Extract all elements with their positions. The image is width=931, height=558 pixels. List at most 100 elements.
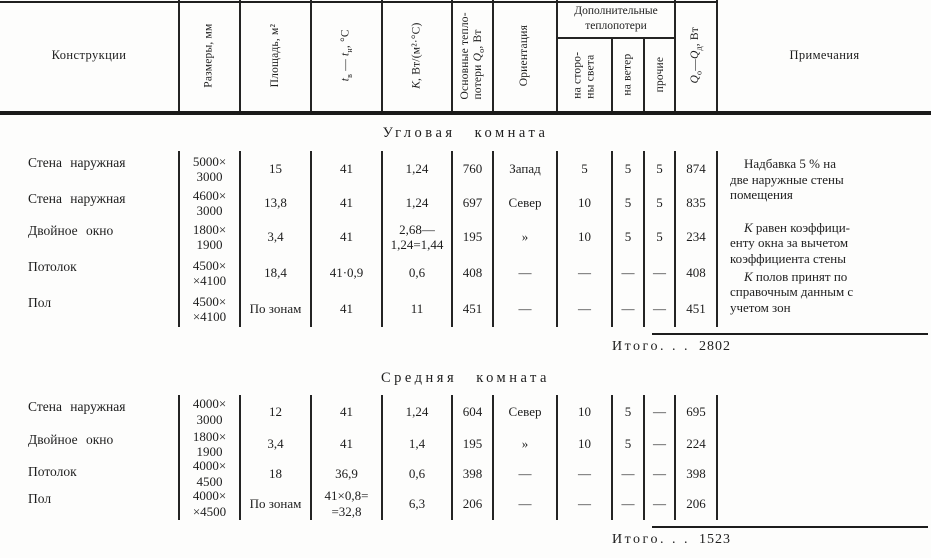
cell-add_other: 5 — [645, 219, 676, 255]
cell-dt: 41 — [312, 291, 383, 327]
k-symbol: К — [410, 80, 423, 89]
cell-q0: 398 — [453, 460, 494, 487]
note-paragraph: Надбавка 5 % на две наружные стены помещ… — [730, 156, 925, 203]
cell-dimensions: 4000× 3000 — [180, 395, 241, 428]
cell-add_other: — — [645, 460, 676, 487]
header-notes-label: Примечания — [789, 48, 860, 62]
unit: , Вт/(м²·°С) — [410, 22, 423, 81]
note-paragraph: К равен коэффици- енту окна за вычетом к… — [730, 220, 925, 267]
header-construction-label: Конструкции — [51, 48, 127, 62]
cell-k: 2,68— 1,24=1,44 — [383, 219, 453, 255]
cell-qsum: 451 — [676, 291, 718, 327]
cell-dt: 41 — [312, 395, 383, 428]
cell-k: 0,6 — [383, 460, 453, 487]
cell-construction: Пол — [0, 487, 180, 520]
cell-dt: 41 — [312, 428, 383, 460]
cell-qsum: 224 — [676, 428, 718, 460]
cell-add_wind: 5 — [613, 219, 645, 255]
cell-qsum: 398 — [676, 460, 718, 487]
label-line: Основные тепло- — [458, 11, 471, 100]
t-symbol: t — [339, 52, 352, 57]
cell-add_sides: — — [558, 460, 613, 487]
table-top-rule — [0, 1, 718, 3]
cell-orientation: » — [494, 428, 558, 460]
total-rule — [652, 333, 928, 335]
cell-area: 13,8 — [241, 187, 312, 219]
cell-dt: 41×0,8= =32,8 — [312, 487, 383, 520]
label-line: Дополнительные — [574, 5, 658, 18]
label-line: теплопотери — [585, 19, 647, 32]
cell-construction: Двойное окно — [0, 428, 180, 460]
cell-construction: Пол — [0, 291, 180, 327]
cell-dimensions: 4000× 4500 — [180, 458, 241, 489]
cell-construction: Стена наружная — [0, 151, 180, 187]
cell-dt: 41 — [312, 151, 383, 187]
cell-orientation: » — [494, 219, 558, 255]
cell-add_wind: — — [613, 255, 645, 291]
total-row: Итого. . . 2802 — [0, 327, 931, 361]
cell-qsum: 695 — [676, 395, 718, 428]
note-lead-symbol: К — [744, 219, 753, 235]
q-symbol: Q — [688, 50, 701, 60]
cell-add_sides: — — [558, 255, 613, 291]
cell-dimensions: 1800× 1900 — [180, 428, 241, 460]
total-value: 2802 — [698, 339, 731, 354]
header-dimensions: Размеры, мм — [180, 0, 241, 111]
cell-add_other: 5 — [645, 187, 676, 219]
cell-q0: 760 — [453, 151, 494, 187]
cell-dt: 36,9 — [312, 460, 383, 487]
section-grid: Стена наружная 5000× 3000 15 41 1,24 760 Запад… — [0, 151, 931, 327]
cell-k: 11 — [383, 291, 453, 327]
header-construction: Конструкции — [0, 0, 180, 111]
cell-construction: Стена наружная — [0, 187, 180, 219]
cell-q0: 206 — [453, 487, 494, 520]
header-add-wind-label: на ветер — [621, 53, 634, 97]
cell-area: 18,4 — [241, 255, 312, 291]
cell-add_sides: 5 — [558, 151, 613, 187]
table-body: Угловая комната Стена наружная 5000× 3000 1… — [0, 115, 931, 558]
cell-area: 3,4 — [241, 428, 312, 460]
cell-q0: 195 — [453, 219, 494, 255]
cell-dt: 41 — [312, 219, 383, 255]
header-additional-losses-label: Дополнительные теплопотери — [558, 0, 674, 39]
cell-k: 0,6 — [383, 255, 453, 291]
table-header: Конструкции Размеры, мм Площадь, м² tв —… — [0, 0, 931, 115]
q-sub: о — [477, 48, 487, 53]
unit: , Вт — [688, 27, 701, 47]
notes-cell — [718, 395, 931, 520]
cell-add_sides: 10 — [558, 219, 613, 255]
note-paragraph: К полов принят по справочным данным с уч… — [730, 269, 925, 316]
cell-add_sides: 10 — [558, 187, 613, 219]
cell-q0: 195 — [453, 428, 494, 460]
cell-add_sides: — — [558, 291, 613, 327]
header-add-sides-label: на сторо- ны света — [571, 51, 597, 99]
cell-orientation: Север — [494, 187, 558, 219]
cell-add_other: — — [645, 291, 676, 327]
dash: — — [339, 56, 352, 75]
cell-add_wind: 5 — [613, 151, 645, 187]
cell-qsum: 408 — [676, 255, 718, 291]
cell-orientation: — — [494, 487, 558, 520]
header-temp-diff-label: tв — tн, °С — [339, 30, 353, 82]
cell-q0: 604 — [453, 395, 494, 428]
header-add-wind: на ветер — [613, 39, 645, 111]
header-orientation-label: Ориентация — [518, 24, 531, 87]
cell-area: 12 — [241, 395, 312, 428]
unit: , Вт — [471, 29, 484, 49]
header-dimensions-label: Размеры, мм — [202, 23, 215, 88]
cell-k: 1,4 — [383, 428, 453, 460]
cell-orientation: — — [494, 291, 558, 327]
header-base-heat-loss-label: Основные тепло-потери Qо, Вт — [459, 12, 487, 99]
unit: , °С — [339, 29, 352, 49]
cell-dimensions: 4500× ×4100 — [180, 291, 241, 327]
t-sub-out: н — [344, 48, 354, 53]
total-value: 1523 — [698, 532, 731, 547]
cell-add_wind: 5 — [613, 428, 645, 460]
cell-add_sides: — — [558, 487, 613, 520]
header-add-other-label: прочие — [653, 57, 666, 93]
header-notes: Примечания — [718, 0, 931, 111]
cell-add_wind: — — [613, 487, 645, 520]
cell-k: 1,24 — [383, 395, 453, 428]
cell-dimensions: 4600× 3000 — [180, 187, 241, 219]
cell-k: 1,24 — [383, 151, 453, 187]
